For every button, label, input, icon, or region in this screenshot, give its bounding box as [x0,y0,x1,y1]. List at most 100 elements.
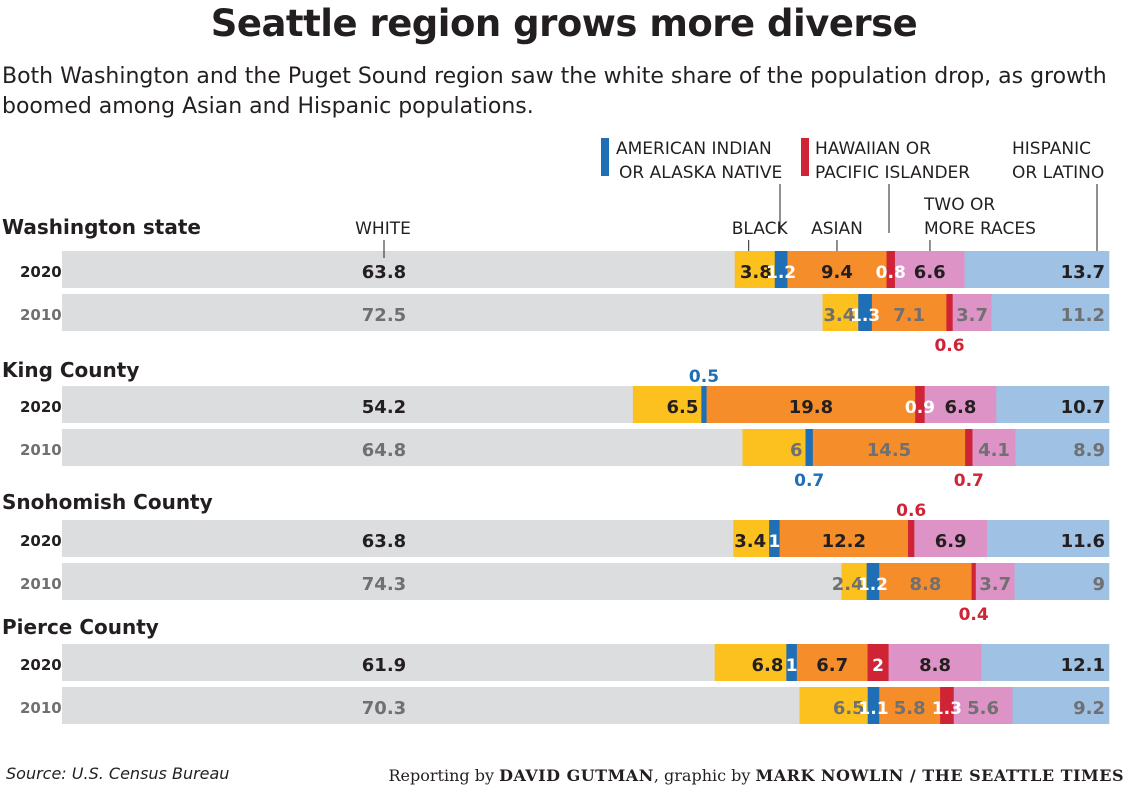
value-label-asian: 7.1 [893,305,925,326]
bar-hawaiian [867,644,889,681]
value-label-two-or-more: 6.8 [945,397,977,418]
bar-hispanic [996,386,1110,423]
value-label-asian: 6.7 [816,655,848,676]
bar-american-indian [774,251,788,288]
year-label: 2020 [20,656,62,674]
bar-black [799,687,869,724]
bar-two-or-more [952,294,992,331]
bar-hawaiian [940,687,955,724]
bar-black [632,386,702,423]
bar-hawaiian [971,563,977,600]
legend-label-asian: ASIAN [811,219,863,239]
legend-label-black: BLACK [732,219,789,239]
value-label-white: 64.8 [362,440,406,461]
bar-asian [871,294,947,331]
credit-prefix-1: Reporting by [388,766,500,785]
value-label-asian: 5.8 [894,698,926,719]
value-label-black: 2.4 [832,574,864,595]
value-label-black: 6 [790,440,803,461]
year-label: 2010 [20,575,62,593]
bar-american-indian [805,429,814,466]
year-label: 2010 [20,441,62,459]
bar-black [733,520,770,557]
bar-two-or-more [953,687,1013,724]
value-label-hawaiian: 2 [872,656,884,676]
bar-asian [796,644,868,681]
bar-american-indian [701,386,707,423]
value-label-hispanic: 9 [1092,574,1105,595]
bar-asian [779,520,909,557]
value-label-black: 6.5 [666,397,698,418]
bar-asian [787,251,887,288]
value-label-american-indian: 1.3 [850,306,880,326]
value-label-two-or-more: 6.9 [935,531,967,552]
value-label-hawaiian: 0.6 [896,501,926,521]
value-label-white: 70.3 [362,698,406,719]
value-label-hispanic: 8.9 [1073,440,1105,461]
year-label: 2010 [20,306,62,324]
bar-white [62,386,634,423]
bar-black [841,563,867,600]
chart-title: Seattle region grows more diverse [210,2,918,45]
bar-hispanic [1014,563,1110,600]
bar-hispanic [986,520,1110,557]
value-label-two-or-more: 4.1 [978,440,1010,461]
value-label-hawaiian: 0.6 [934,336,964,356]
bar-asian [879,687,941,724]
value-label-asian: 14.5 [867,440,911,461]
legend-label-american-indian: OR ALASKA NATIVE [619,163,782,183]
credit-prefix-2: , graphic by [653,766,756,785]
value-label-hawaiian: 0.4 [959,605,989,625]
bar-white [62,294,823,331]
bar-two-or-more [975,563,1015,600]
legend-label-hawaiian: PACIFIC ISLANDER [815,163,970,183]
value-label-black: 3.4 [823,305,855,326]
bar-black [742,429,806,466]
year-label: 2020 [20,398,62,416]
value-label-two-or-more: 5.6 [967,698,999,719]
bar-hispanic [1015,429,1110,466]
value-label-white: 63.8 [362,531,406,552]
bar-black [734,251,776,288]
value-label-asian: 19.8 [789,397,833,418]
bar-hispanic [964,251,1110,288]
value-label-hawaiian: 1.3 [932,699,962,719]
year-label: 2010 [20,699,62,717]
value-label-white: 54.2 [362,397,406,418]
value-label-black: 6.5 [833,698,865,719]
bar-hispanic [1012,687,1110,724]
group-label: King County [2,358,139,382]
value-label-hispanic: 11.6 [1061,531,1105,552]
group-label: Washington state [2,215,201,239]
source-note: Source: U.S. Census Bureau [6,764,230,783]
value-label-white: 74.3 [362,574,406,595]
value-label-white: 63.8 [362,262,406,283]
bar-white [62,563,842,600]
value-label-black: 3.4 [734,531,766,552]
year-label: 2020 [20,532,62,550]
legend-label-hispanic: OR LATINO [1012,163,1104,183]
credit-reporter: DAVID GUTMAN [499,766,654,785]
bar-white [62,687,800,724]
bar-asian [706,386,916,423]
bar-hawaiian [965,429,973,466]
legend-label-two-or-more: MORE RACES [924,219,1036,239]
credit-line: Reporting by DAVID GUTMAN, graphic by MA… [389,766,1125,785]
value-label-american-indian: 0.7 [794,471,824,491]
value-label-white: 72.5 [362,305,406,326]
group-label: Pierce County [2,615,159,639]
bar-hawaiian [886,251,896,288]
bar-white [62,429,743,466]
value-label-black: 6.8 [751,655,783,676]
bar-hispanic [991,294,1110,331]
legend-label-hawaiian: HAWAIIAN OR [815,139,931,159]
bar-asian [879,563,972,600]
bar-white [62,520,734,557]
value-label-two-or-more: 6.6 [914,262,946,283]
bar-hawaiian [915,386,925,423]
bar-american-indian [786,644,798,681]
year-label: 2020 [20,263,62,281]
value-label-two-or-more: 3.7 [979,574,1011,595]
bar-black [714,644,787,681]
